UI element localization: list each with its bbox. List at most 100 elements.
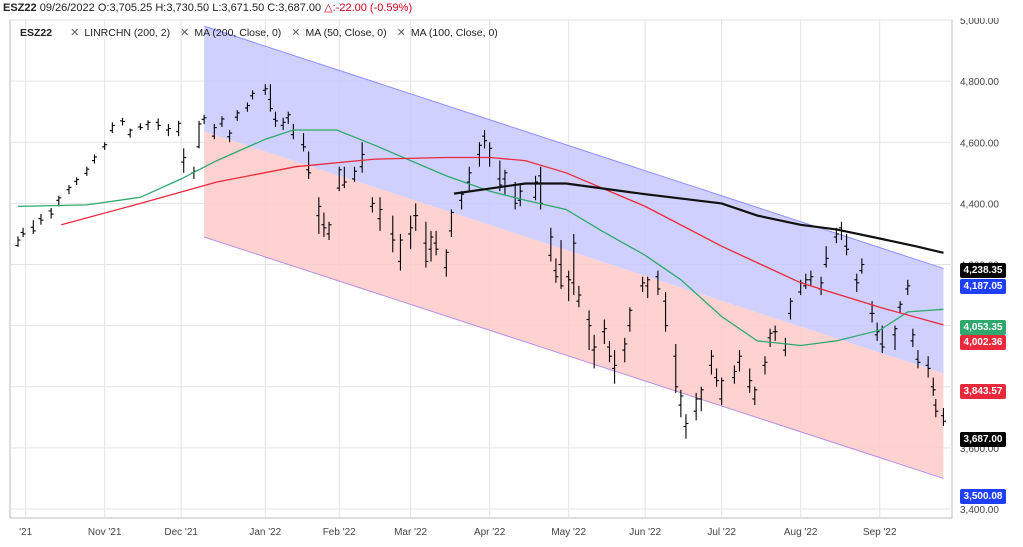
ohlc-bar [448, 209, 454, 237]
y-tick-label: 3,400.00 [960, 505, 999, 516]
ohlc-bar [553, 258, 559, 283]
ohlc-bar [234, 110, 240, 121]
legend-item-ma200[interactable]: ✕ MA (200, Close, 0) [180, 27, 282, 39]
quote-change: △:-22.00 (-0.59%) [324, 2, 413, 14]
legend-item-linrchn[interactable]: ✕ LINRCHN (200, 2) [70, 27, 171, 39]
ohlc-bar [66, 185, 72, 195]
ohlc-bar [808, 270, 814, 286]
price-badge: 4,187.05 [960, 278, 1006, 294]
ohlc-bar [56, 195, 62, 207]
ohlc-bar [767, 328, 773, 348]
ohlc-bar [655, 270, 661, 296]
ohlc-bar [548, 227, 554, 262]
price-badge: 3,843.57 [960, 383, 1006, 399]
quote-open: O:3,705.25 [97, 2, 153, 14]
remove-study-icon[interactable]: ✕ [180, 27, 190, 39]
x-tick-label: Jun '22 [629, 527, 661, 538]
remove-study-icon[interactable]: ✕ [396, 27, 406, 39]
x-tick-label: Apr '22 [474, 527, 506, 538]
ohlc-bar [502, 169, 508, 195]
price-badge: 4,002.36 [960, 335, 1006, 351]
ohlc-bar [196, 120, 202, 149]
ohlc-bar [397, 233, 403, 271]
ohlc-bar [38, 214, 44, 225]
channel-lower-line [203, 236, 944, 479]
ohlc-bar [408, 215, 414, 250]
ohlc-bar [905, 279, 911, 296]
study-legend: ESZ22 ✕ LINRCHN (200, 2) ✕ MA (200, Close,… [20, 26, 498, 40]
ohlc-bar [316, 197, 322, 234]
remove-study-icon[interactable]: ✕ [70, 27, 80, 39]
x-tick-label: Aug '22 [784, 527, 818, 538]
quote-low: L:3,671.50 [212, 2, 265, 14]
ohlc-bar [762, 356, 768, 375]
ohlc-bar [181, 148, 187, 173]
y-tick-label: 4,800.00 [960, 77, 999, 88]
ohlc-bar [601, 319, 607, 344]
ohlc-bar [262, 84, 268, 95]
ohlc-bar [772, 325, 778, 341]
ohlc-bar [673, 343, 679, 393]
x-tick-label: '21 [19, 527, 32, 538]
x-tick-label: May '22 [551, 527, 586, 538]
ohlc-bar [930, 377, 936, 396]
ohlc-bar [897, 301, 903, 314]
y-tick-label: 5,000.00 [960, 18, 999, 27]
ohlc-bar [428, 230, 434, 262]
ohlc-bar [533, 175, 539, 201]
ohlc-bar [369, 197, 375, 213]
ohlc-bar [731, 365, 737, 384]
ohlc-bar [145, 120, 151, 131]
ma-line-2 [61, 156, 944, 326]
x-tick-label: Dec '21 [164, 527, 198, 538]
remove-study-icon[interactable]: ✕ [291, 27, 301, 39]
ohlc-bar [640, 276, 646, 293]
ohlc-bar [708, 350, 714, 375]
ohlc-bar [576, 285, 582, 308]
ohlc-bar [586, 310, 592, 351]
ohlc-bar [423, 221, 429, 268]
ohlc-bar [377, 197, 383, 231]
ohlc-bar [612, 350, 618, 384]
x-tick-label: Mar '22 [394, 527, 427, 538]
y-tick-label: 3,600.00 [960, 444, 999, 455]
price-chart[interactable]: 5,000.004,800.004,600.004,400.004,200.00… [0, 18, 1023, 547]
ohlc-bar [201, 114, 207, 124]
quote-close: C:3,687.00 [267, 2, 322, 14]
ohlc-bar [352, 166, 358, 182]
ohlc-bar [940, 407, 946, 427]
x-tick-label: Nov '21 [88, 527, 122, 538]
legend-item-ma100[interactable]: ✕ MA (100, Close, 0) [396, 27, 498, 39]
ohlc-bar [925, 356, 931, 378]
ohlc-bar [566, 270, 572, 302]
ohlc-bar [137, 123, 143, 131]
ohlc-bar [244, 102, 250, 112]
ohlc-bar [747, 368, 753, 393]
ma-line-3 [453, 182, 944, 254]
legend-item-ma50[interactable]: ✕ MA (50, Close, 0) [291, 27, 387, 39]
quote-symbol: ESZ22 [3, 2, 37, 14]
ohlc-bar [591, 334, 597, 369]
ohlc-bar [693, 392, 699, 421]
ohlc-bar [285, 111, 291, 124]
ohlc-bar [476, 142, 482, 167]
ohlc-bar [84, 166, 90, 176]
ohlc-bar [109, 122, 115, 134]
ohlc-bar [714, 368, 720, 387]
ohlc-bar [227, 130, 233, 143]
ohlc-bar [127, 128, 133, 138]
ohlc-bar [678, 389, 684, 418]
y-tick-label: 4,600.00 [960, 138, 999, 149]
ohlc-bar [390, 215, 396, 253]
ohlc-bar [359, 142, 365, 173]
ohlc-bar [466, 166, 472, 192]
ohlc-bar [752, 386, 758, 406]
price-badge: 4,053.35 [960, 319, 1006, 335]
ohlc-bar [413, 203, 419, 231]
ohlc-bar [211, 123, 217, 140]
ohlc-bar [627, 307, 633, 332]
ohlc-bar [606, 340, 612, 363]
ohlc-bar [645, 276, 651, 299]
channel-lower-fill [204, 131, 944, 479]
ohlc-bar [517, 185, 523, 207]
